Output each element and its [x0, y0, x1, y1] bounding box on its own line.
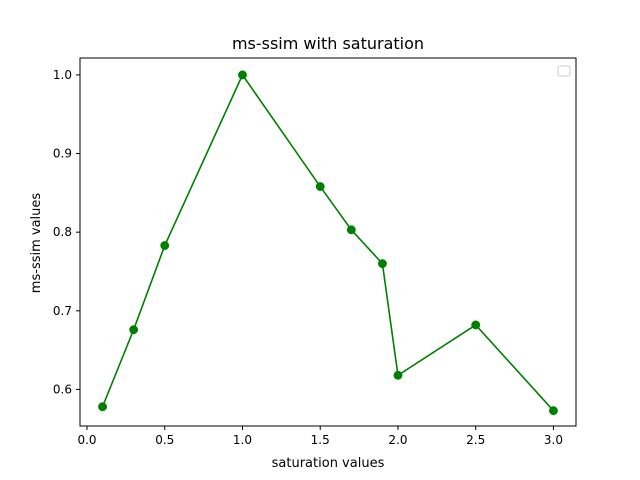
- series-line: [101, 73, 555, 412]
- x-tick-label: 0.5: [155, 433, 174, 447]
- x-tick-label: 1.0: [233, 433, 252, 447]
- y-tick-label: 0.6: [53, 382, 72, 396]
- series-layer: [79, 57, 577, 427]
- data-point: [129, 325, 139, 335]
- x-tick-label: 1.5: [311, 433, 330, 447]
- data-point: [471, 320, 481, 330]
- legend-box: [557, 65, 571, 77]
- plot-area: [80, 58, 576, 426]
- x-tick-label: 2.0: [388, 433, 407, 447]
- y-tick-label: 0.9: [53, 147, 72, 161]
- x-tick-label: 2.5: [466, 433, 485, 447]
- data-point: [315, 182, 325, 192]
- data-point: [238, 70, 247, 80]
- data-point: [377, 259, 387, 269]
- y-axis-label: ms-ssim values: [29, 193, 44, 294]
- ticks-layer: 0.0 0.5 1.0 1.5 2.0 2.5 3.0 0.6 0.7 0.8 0.9 1.0: [53, 68, 563, 447]
- y-tick-label: 0.7: [53, 304, 72, 318]
- y-tick-label: 0.8: [53, 225, 72, 239]
- plot-layer: [80, 58, 576, 426]
- x-tick-label: 3.0: [544, 433, 563, 447]
- data-point: [98, 402, 107, 412]
- x-axis-label: saturation values: [272, 456, 385, 471]
- axes-frame: [79, 57, 577, 427]
- data-point: [346, 225, 356, 235]
- chart-title: ms-ssim with saturation: [232, 34, 424, 53]
- y-tick-label: 1.0: [53, 68, 72, 82]
- x-tick-label: 0.0: [77, 433, 96, 447]
- data-point: [160, 241, 170, 250]
- data-point: [393, 370, 403, 380]
- data-point: [549, 406, 558, 416]
